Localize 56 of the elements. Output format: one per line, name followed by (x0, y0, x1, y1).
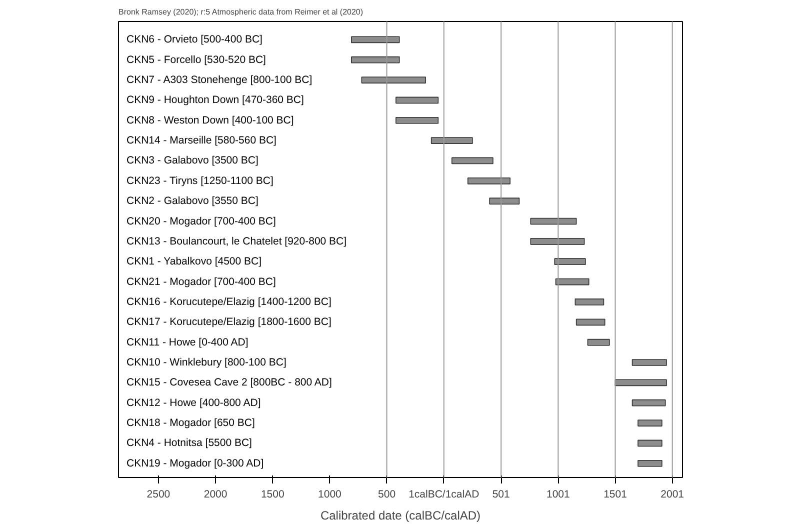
y-tick-label: CKN2 - Galabovo [3550 BC] (126, 195, 258, 208)
y-tick-label: CKN13 - Boulancourt, le Chatelet [920-800 BC] (126, 235, 347, 248)
x-tick-label: 1001 (546, 488, 570, 500)
y-tick-label: CKN4 - Hotnitsa [5500 BC] (126, 437, 252, 450)
bar (638, 440, 662, 447)
y-tick-label: CKN8 - Weston Down [400-100 BC] (126, 114, 294, 126)
bar (555, 278, 590, 286)
x-tick-label: 1000 (318, 488, 342, 500)
y-tick-label: CKN16 - Korucutepe/Elazig [1400-1200 BC] (126, 296, 332, 308)
x-tick-label: 1501 (604, 488, 628, 500)
bar (638, 460, 662, 467)
y-tick-label: CKN3 - Galabovo [3500 BC] (126, 154, 258, 167)
y-tick-label: CKN14 - Marseille [580-560 BC] (126, 134, 277, 147)
bar (361, 76, 426, 84)
bar (467, 177, 511, 184)
y-tick-label: CKN15 - Covesea Cave 2 [800BC - 800 AD] (126, 376, 332, 389)
y-tick-label: CKN7 - A303 Stonehenge [800-100 BC] (126, 74, 312, 86)
bar (351, 36, 400, 44)
bar (430, 137, 473, 144)
y-tick-label: CKN23 - Tiryns [1250-1100 BC] (126, 174, 274, 187)
bar (530, 238, 585, 245)
x-axis-title: Calibrated date (calBC/calAD) (320, 508, 481, 522)
y-tick-label: CKN1 - Yabalkovo [4500 BC] (126, 256, 262, 268)
y-tick-label: CKN17 - Korucutepe/Elazig [1800-1600 BC] (126, 316, 332, 328)
y-tick-label: CKN20 - Mogador [700-400 BC] (126, 215, 276, 228)
bar (554, 258, 586, 266)
y-tick-label: CKN6 - Orvieto [500-400 BC] (126, 34, 263, 46)
x-tick-label: 2500 (146, 488, 170, 500)
x-tick-label: 2000 (204, 488, 228, 500)
bar (576, 318, 606, 326)
y-tick-label: CKN18 - Mogador [650 BC] (126, 417, 255, 430)
y-tick-label: CKN21 - Mogador [700-400 BC] (126, 276, 276, 288)
bar (489, 198, 520, 204)
bar (530, 218, 577, 225)
x-tick-label: 500 (378, 488, 396, 500)
x-tick-label: 1calBC/1calAD (408, 488, 480, 500)
bar (632, 399, 666, 406)
x-tick-label: 501 (492, 488, 510, 500)
bar (614, 379, 667, 386)
bar (587, 338, 610, 346)
y-tick-label: CKN9 - Houghton Down [470-360 BC] (126, 94, 304, 106)
bar (574, 298, 604, 306)
chart-subtitle: Bronk Ramsey (2020); r:5 Atmospheric data from Reimer et al (2020) (118, 8, 364, 16)
x-tick-label: 2001 (660, 488, 684, 500)
bar (638, 420, 662, 426)
y-tick-label: CKN11 - Howe [0-400 AD] (126, 336, 248, 348)
x-tick-label: 1500 (260, 488, 284, 500)
y-tick-label: CKN5 - Forcello [530-520 BC] (126, 54, 266, 66)
bar (632, 359, 667, 366)
y-tick-label: CKN12 - Howe [400-800 AD] (126, 396, 261, 409)
bar (396, 96, 439, 104)
y-tick-label: CKN19 - Mogador [0-300 AD] (126, 457, 264, 470)
bar (396, 116, 439, 124)
bar (451, 157, 494, 164)
bar (351, 56, 400, 64)
y-tick-label: CKN10 - Winklebury [800-100 BC] (126, 356, 286, 368)
